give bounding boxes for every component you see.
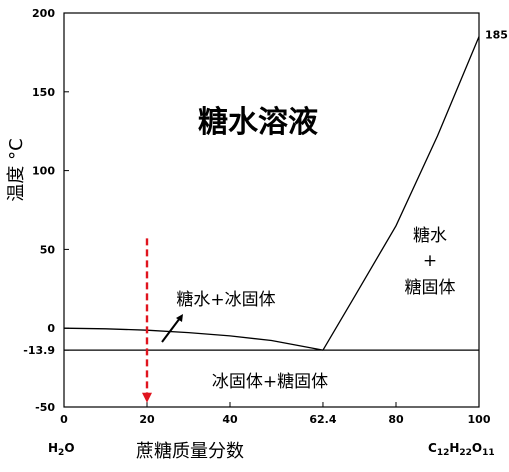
y-tick-label: 100 — [32, 165, 55, 178]
x-tick-label: 40 — [222, 413, 238, 426]
region-liquid-ice-label: 糖水+冰固体 — [176, 290, 275, 310]
region-solid-label: 冰固体+糖固体 — [212, 372, 328, 392]
y-tick-label: 0 — [47, 322, 55, 335]
x-tick-label: 0 — [60, 413, 68, 426]
y-axis-title: 温度 °C — [6, 138, 27, 201]
y-tick-label: 50 — [40, 243, 56, 256]
x-left-end-label: H2O — [48, 441, 75, 458]
x-axis-ticks: 0 20 40 62.4 80 100 — [60, 402, 491, 426]
ice-liquidus-curve — [63, 327, 324, 351]
x-tick-label: 62.4 — [309, 413, 336, 426]
x-tick-label: 100 — [468, 413, 491, 426]
y-tick-label: -13.9 — [23, 344, 55, 357]
y-tick-label: 200 — [32, 7, 55, 20]
x-right-end-label: C12H22O11 — [428, 441, 495, 458]
region-liquid-sugar-label-1: 糖水 — [413, 226, 447, 246]
x-axis-title: 蔗糖质量分数 — [136, 441, 244, 462]
region-liquid-label: 糖水溶液 — [198, 105, 318, 140]
sugar-liquidus-curve — [322, 36, 480, 351]
cooling-path-arrowhead — [142, 392, 152, 403]
region-liquid-sugar-label-3: 糖固体 — [405, 278, 456, 298]
pointer-arrow-head — [176, 314, 183, 322]
pointer-arrow-line — [161, 317, 181, 343]
plot-frame — [63, 12, 480, 408]
x-tick-label: 80 — [388, 413, 404, 426]
region-liquid-sugar-label-2: + — [423, 251, 437, 271]
melting-point-label: 185 — [485, 29, 508, 42]
y-axis-ticks: 200 150 100 50 0 -13.9 -50 — [23, 7, 69, 414]
x-tick-label: 20 — [139, 413, 155, 426]
y-tick-label: 150 — [32, 86, 55, 99]
y-tick-label: -50 — [35, 401, 55, 414]
